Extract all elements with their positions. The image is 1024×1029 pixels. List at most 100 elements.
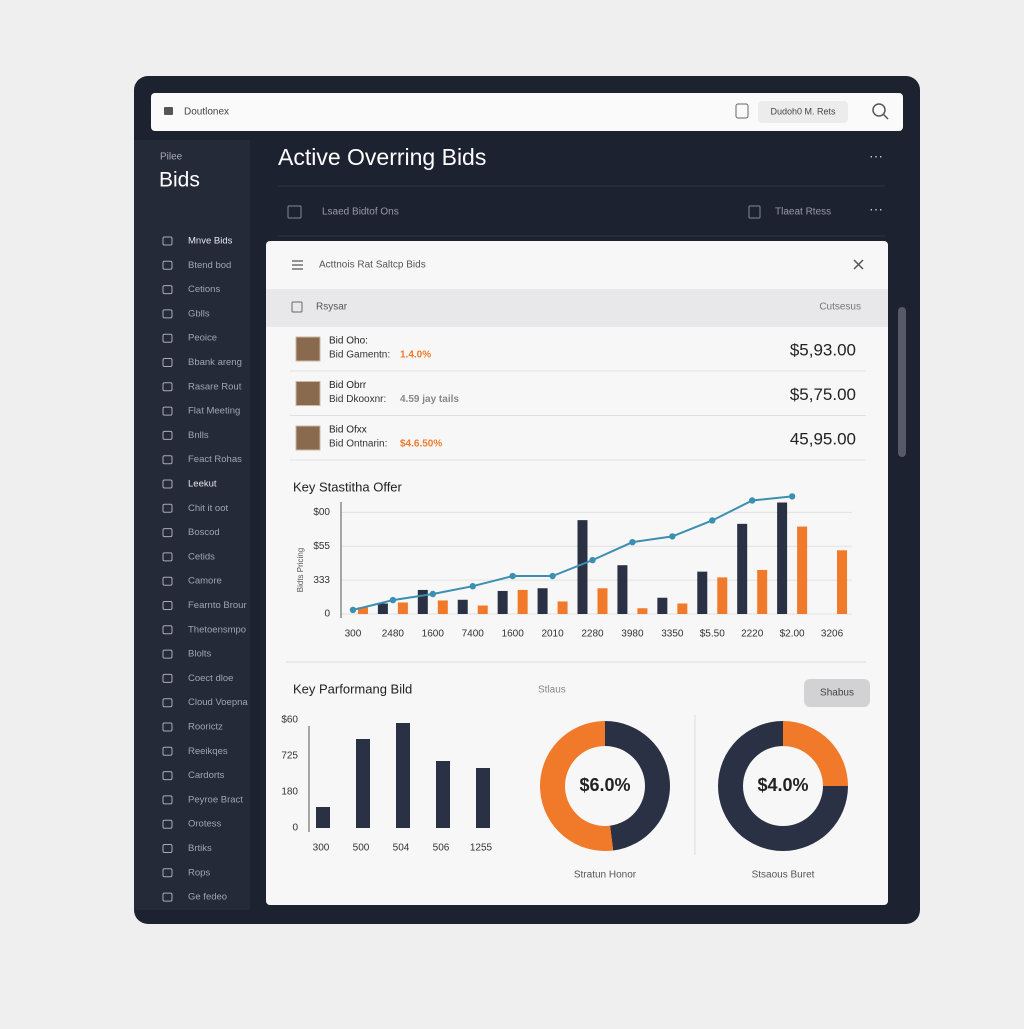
bar [617, 565, 628, 614]
bar [797, 526, 808, 614]
bar [396, 723, 410, 828]
y-tick-label: 0 [292, 823, 298, 834]
menu-item[interactable]: Coect dloe [188, 673, 233, 684]
menu-item[interactable]: Bnlls [188, 430, 209, 441]
bid-name: Bid Oho: [329, 336, 368, 347]
x-tick-label: $5.50 [700, 629, 725, 640]
bar [637, 608, 648, 614]
menu-icon[interactable] [292, 260, 303, 270]
y-tick-label: $55 [313, 541, 330, 552]
bid-thumbnail [295, 425, 321, 451]
bar [397, 602, 408, 614]
y-tick-label: $60 [281, 715, 298, 726]
menu-icon [162, 771, 173, 781]
doc-icon[interactable] [735, 103, 749, 119]
menu-item[interactable]: Btend bod [188, 260, 231, 271]
menu-item[interactable]: Ge fedeo [188, 892, 227, 903]
menu-item[interactable]: Cetids [188, 551, 215, 562]
donut-center-label: $4.0% [757, 775, 808, 795]
menu-item[interactable]: Reeikqes [188, 746, 228, 757]
menu-item[interactable]: Feact Rohas [188, 454, 242, 465]
menu-icon [162, 649, 173, 659]
table-body: Bid Oho: Bid Gamentn: 1.4.0% $5,93.00 Bid Ob… [290, 336, 866, 461]
menu-item[interactable]: Chit it oot [188, 503, 228, 514]
menu-item[interactable]: Blolts [188, 649, 211, 660]
menu-item[interactable]: Flat Meeting [188, 406, 240, 417]
menu-item[interactable]: Mnve Bids [188, 236, 233, 247]
bar [436, 761, 450, 828]
sidebar-label: Pilee [160, 152, 183, 163]
menu-item[interactable]: Peoice [188, 333, 217, 344]
sidebar-menu: Mnve Bids Btend bod Cetions Gblls Peoice Bban… [162, 236, 248, 903]
bid-amount: 45,95.00 [790, 429, 856, 448]
bar [357, 607, 368, 614]
bar [477, 605, 488, 614]
search-magnifier[interactable] [872, 103, 886, 117]
menu-icon [162, 552, 173, 562]
y-tick-label: 0 [324, 609, 330, 620]
menu-icon [162, 236, 173, 246]
more-menu[interactable]: ··· [869, 201, 883, 217]
menu-item[interactable]: Rasare Rout [188, 381, 242, 392]
menu-item[interactable]: Thetoensmpo [188, 624, 246, 635]
sidebar [134, 140, 250, 910]
menu-item[interactable]: Roorictz [188, 722, 223, 733]
menu-item[interactable]: Cloud Voepna [188, 697, 248, 708]
menu-icon [162, 576, 173, 586]
donut-center-label: $6.0% [579, 775, 630, 795]
bid-detail: Bid Ontnarin: [329, 439, 387, 450]
menu-item[interactable]: Gblls [188, 308, 210, 319]
sidebar-title: Bids [159, 169, 200, 192]
x-tick-label: 3350 [661, 629, 684, 640]
status-button[interactable] [804, 679, 870, 707]
bid-badge: $4.6.50% [400, 439, 442, 450]
scrollbar[interactable] [898, 307, 906, 457]
menu-item[interactable]: Boscod [188, 527, 220, 538]
menu-item[interactable]: Orotess [188, 819, 222, 830]
table-header-icon [291, 301, 303, 313]
menu-item[interactable]: Camore [188, 576, 222, 587]
menu-item[interactable]: Rops [188, 867, 210, 878]
charts: Key Stastitha Offer 0 333 $55 $00 300 2480 1600… [281, 479, 852, 881]
header-button-text[interactable]: Dudoh0 M. Rets [770, 106, 836, 116]
bar [697, 571, 708, 614]
bar [316, 807, 330, 828]
menu-item[interactable]: Cetions [188, 284, 220, 295]
menu-item[interactable]: Peyroe Bract [188, 794, 243, 805]
menu-icon [162, 746, 173, 756]
x-tick-label: 2480 [382, 629, 405, 640]
search-icon [164, 107, 173, 115]
status-button-text[interactable]: Shabus [820, 688, 854, 699]
search-bar[interactable] [151, 93, 903, 131]
menu-item[interactable]: Bbank areng [188, 357, 242, 368]
y-tick-label: $00 [313, 507, 330, 518]
bar [437, 600, 448, 614]
close-icon[interactable] [853, 259, 864, 270]
subbar-right[interactable]: Tlaeat Rtess [775, 207, 831, 218]
line-point [549, 572, 556, 580]
column-header: Cutsesus [819, 302, 861, 313]
subbar-left[interactable]: Lsaed Bidtof Ons [322, 207, 399, 218]
bar [377, 603, 388, 614]
line-point [509, 572, 516, 580]
bar [737, 523, 748, 614]
bar [476, 768, 490, 828]
more-menu[interactable]: ··· [869, 148, 883, 164]
menu-item[interactable]: Fearnto Brour [188, 600, 247, 611]
menu-icon [162, 503, 173, 513]
bid-name: Bid Ofxx [329, 425, 367, 436]
bar [537, 588, 548, 614]
bid-detail: Bid Dkooxnr: [329, 394, 386, 405]
menu-item[interactable]: Leekut [188, 479, 217, 490]
menu-item[interactable]: Brtiks [188, 843, 212, 854]
bar [677, 603, 688, 614]
menu-item[interactable]: Cardorts [188, 770, 225, 781]
donut-segment [539, 721, 614, 851]
header-button[interactable] [758, 101, 848, 123]
menu-icon [162, 406, 173, 416]
bar [557, 601, 568, 614]
bar [497, 590, 508, 614]
x-tick-label: 2220 [741, 629, 764, 640]
bid-detail: Bid Gamentn: [329, 350, 390, 361]
bar [417, 589, 428, 614]
